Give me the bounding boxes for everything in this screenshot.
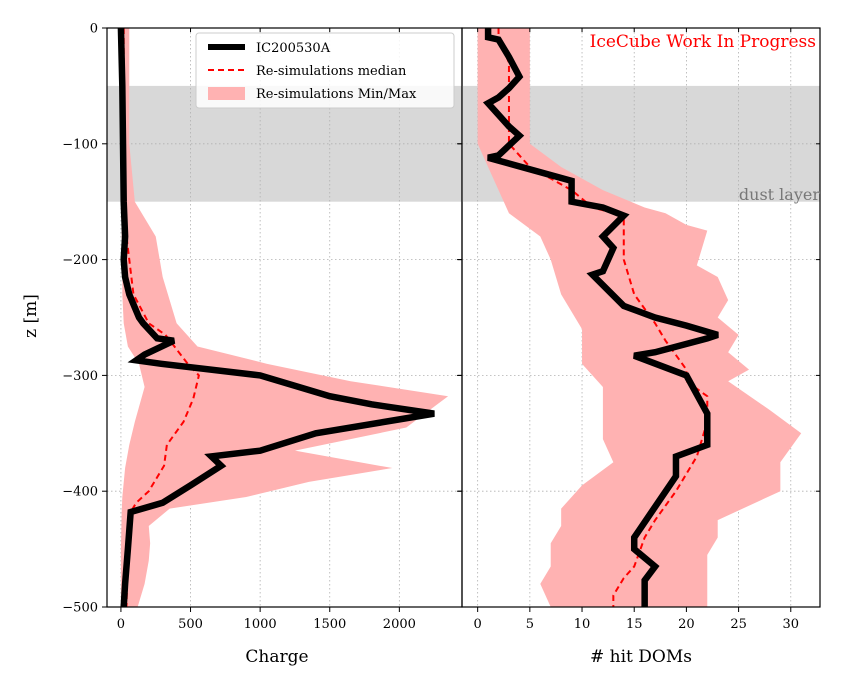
y-tick-label: −500 [62, 601, 98, 616]
x-tick-label: 500 [178, 617, 203, 632]
y-tick-label: −200 [62, 253, 98, 268]
hit-doms-panel: 0 5 10 15 20 25 30 [457, 27, 821, 632]
y-tick-label: −300 [62, 369, 98, 384]
x-tick-label: 25 [730, 617, 747, 632]
data-series-line [117, 27, 435, 608]
legend: IC200530A Re-simulations median Re-simul… [195, 32, 455, 109]
data-line-left [117, 27, 435, 608]
y-tick-label: −100 [62, 137, 98, 152]
x-tick-label: 20 [678, 617, 695, 632]
minmax-band [477, 28, 802, 607]
y-tick-label: −400 [62, 485, 98, 500]
x-tick-label: 1500 [313, 617, 346, 632]
legend-swatch-minmax [208, 87, 245, 100]
x-tick-label: 15 [626, 617, 643, 632]
x-tick-label: 10 [574, 617, 591, 632]
legend-box [195, 32, 455, 109]
x-tick-label: 0 [474, 617, 482, 632]
x-axis-label-hit-doms: # hit DOMs [590, 647, 692, 667]
minmax-band [120, 28, 449, 607]
ticks-right: 0 5 10 15 20 25 30 [457, 27, 820, 632]
minmax-band-right [477, 28, 802, 607]
axes-right [461, 27, 821, 608]
data-series-line [482, 28, 719, 607]
x-tick-label: 30 [783, 617, 800, 632]
ticks-left: 0 500 1000 1500 2000 0 −100 −200 −300 −400 −500 [62, 22, 462, 632]
x-axis-label-charge: Charge [245, 647, 308, 667]
dust-layer-label: dust layer [739, 185, 820, 204]
legend-entry-data: IC200530A [256, 41, 331, 56]
y-axis-label: z [m] [21, 294, 41, 338]
median-series-line [497, 28, 709, 607]
x-tick-label: 1000 [244, 617, 277, 632]
charge-panel: 0 500 1000 1500 2000 0 −100 −200 −300 −400 −500 [62, 22, 463, 632]
legend-entry-minmax: Re-simulations Min/Max [256, 87, 417, 102]
median-line-right [497, 28, 709, 607]
x-tick-label: 2000 [383, 617, 416, 632]
y-tick-label: 0 [90, 22, 98, 37]
x-tick-label: 5 [526, 617, 534, 632]
data-line-right [482, 28, 719, 607]
minmax-band-left [120, 28, 449, 607]
work-in-progress-watermark: IceCube Work In Progress [590, 32, 816, 52]
legend-entry-median: Re-simulations median [256, 64, 407, 79]
axes-frame [461, 27, 821, 608]
x-tick-label: 0 [117, 617, 125, 632]
